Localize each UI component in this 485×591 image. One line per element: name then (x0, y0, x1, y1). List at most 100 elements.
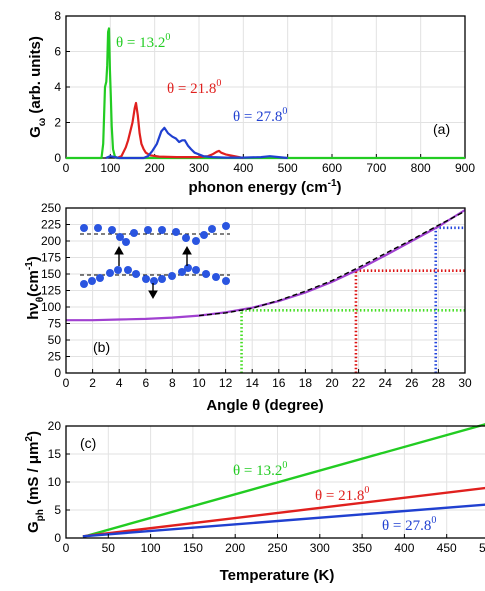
inset-atom (130, 229, 138, 237)
panel-a-letter: (a) (433, 121, 450, 137)
inset-atom (158, 275, 166, 283)
inset-atom (168, 272, 176, 280)
panel-b-xtick-label: 30 (458, 376, 472, 390)
panel-b-ytick-label: 75 (48, 317, 62, 331)
inset-atom (88, 277, 96, 285)
panel-b-xtick-label: 22 (352, 376, 366, 390)
inset-arrow-up-right (182, 245, 192, 266)
panel-b-xtick-label: 10 (192, 376, 206, 390)
inset-atom (108, 226, 116, 234)
panel-c-xtick-label: 350 (352, 541, 372, 555)
panel-c-xtick-label: 0 (63, 541, 70, 555)
inset-atom (122, 238, 130, 246)
panel-a-xtick-label: 200 (145, 161, 165, 175)
panel-b-letter: (b) (93, 339, 110, 355)
panel-a-xtick-label: 700 (366, 161, 386, 175)
inset-atom (114, 266, 122, 274)
panel-a-ylabel: Gω (arb. units) (27, 36, 48, 138)
inset-atom (192, 266, 200, 274)
panel-a-xtick-label: 0 (63, 161, 70, 175)
panel-a-label-green: θ = 13.20 (116, 32, 170, 51)
inset-atom (96, 274, 104, 282)
panel-a-ytick-label: 2 (54, 116, 61, 130)
panel-a-ytick-label: 4 (54, 80, 61, 94)
panel-a-xtick-label: 800 (411, 161, 431, 175)
panel-a-series-1 (116, 101, 244, 160)
inset-atom (116, 233, 124, 241)
panel-b-ytick-label: 250 (41, 201, 61, 215)
panel-c-xtick-label: 200 (225, 541, 245, 555)
panel-b-xtick-label: 8 (169, 376, 176, 390)
inset-atom (94, 224, 102, 232)
panel-c-label-red: θ = 21.80 (315, 485, 369, 504)
inset-atom (80, 280, 88, 288)
panel-b-ytick-label: 125 (41, 284, 61, 298)
inset-atom (150, 277, 158, 285)
panel-c-series-2 (82, 503, 485, 538)
panel-b-xtick-label: 20 (325, 376, 339, 390)
panel-c-xtick-label: 450 (437, 541, 457, 555)
panel-c-label-blue: θ = 27.80 (382, 515, 436, 534)
panel-a-xtick-label: 500 (278, 161, 298, 175)
panel-c-xtick-label: 300 (310, 541, 330, 555)
panel-b-ytick-label: 225 (41, 218, 61, 232)
inset-schematic (80, 222, 230, 300)
panel-b-xtick-label: 28 (432, 376, 446, 390)
panel-c-ytick-label: 15 (48, 447, 62, 461)
panel-b-ytick-label: 100 (41, 300, 61, 314)
panel-c-ytick-label: 10 (48, 475, 62, 489)
inset-atom (200, 231, 208, 239)
panel-b-xtick-label: 18 (299, 376, 313, 390)
panel-c-xlabel: Temperature (K) (220, 567, 335, 584)
panel-a-xtick-label: 100 (100, 161, 120, 175)
inset-atom (178, 268, 186, 276)
panel-c-xtick-label: 400 (394, 541, 414, 555)
panel-c-ytick-label: 5 (54, 503, 61, 517)
panel-b-xtick-label: 24 (379, 376, 393, 390)
panel-a: 0 100 200 300 400 500 600 700 800 900 0 2 4 6 8 phonon… (27, 9, 475, 196)
inset-atom (182, 234, 190, 242)
panel-c-ylabel: Gph (mS / μm2) (24, 431, 46, 533)
panel-a-ytick-label: 0 (54, 151, 61, 165)
panel-a-ytick-label: 6 (54, 45, 61, 59)
panel-b-xtick-label: 16 (272, 376, 286, 390)
panel-c-xtick-label: 100 (141, 541, 161, 555)
panel-a-series-2 (105, 126, 288, 160)
panel-a-series-0 (66, 27, 465, 160)
inset-atom (202, 270, 210, 278)
panel-a-ytick-label: 8 (54, 9, 61, 23)
panel-b-ytick-label: 200 (41, 234, 61, 248)
panel-b-xtick-label: 0 (63, 376, 70, 390)
panel-b-ytick-label: 0 (54, 366, 61, 380)
panel-c-xtick-label: 500 (479, 541, 485, 555)
panel-b-ylabel: hνθ(cm-1) (24, 256, 46, 320)
panel-c-xtick-label: 50 (102, 541, 116, 555)
panel-c-label-green: θ = 13.20 (233, 460, 287, 479)
inset-atom (184, 264, 192, 272)
panel-b-xtick-label: 26 (405, 376, 419, 390)
inset-arrow-down (148, 283, 158, 300)
panel-a-xtick-label: 600 (322, 161, 342, 175)
panel-a-label-red: θ = 21.80 (167, 78, 221, 97)
panel-a-xtick-label: 900 (455, 161, 475, 175)
panel-c-xtick-label: 150 (183, 541, 203, 555)
inset-atom (222, 277, 230, 285)
panel-a-xtick-label: 400 (233, 161, 253, 175)
inset-atom (106, 269, 114, 277)
inset-atom (80, 224, 88, 232)
panel-a-xtick-label: 300 (189, 161, 209, 175)
inset-arrow-up-left (114, 245, 124, 266)
inset-atom (222, 222, 230, 230)
panel-a-xlabel: phonon energy (cm-1) (188, 178, 341, 196)
inset-atom (158, 226, 166, 234)
panel-b-xtick-label: 2 (89, 376, 96, 390)
panel-b: 0 2 4 6 8 10 12 14 16 18 20 22 24 26 28 300255075100125… (24, 201, 472, 414)
inset-atom (144, 226, 152, 234)
panel-b-xtick-label: 4 (116, 376, 123, 390)
inset-atom (124, 266, 132, 274)
panel-c-xtick-label: 250 (267, 541, 287, 555)
panel-c-letter: (c) (80, 435, 96, 451)
panel-c-series-0 (82, 423, 485, 539)
panel-b-dashed-fit (198, 210, 466, 317)
